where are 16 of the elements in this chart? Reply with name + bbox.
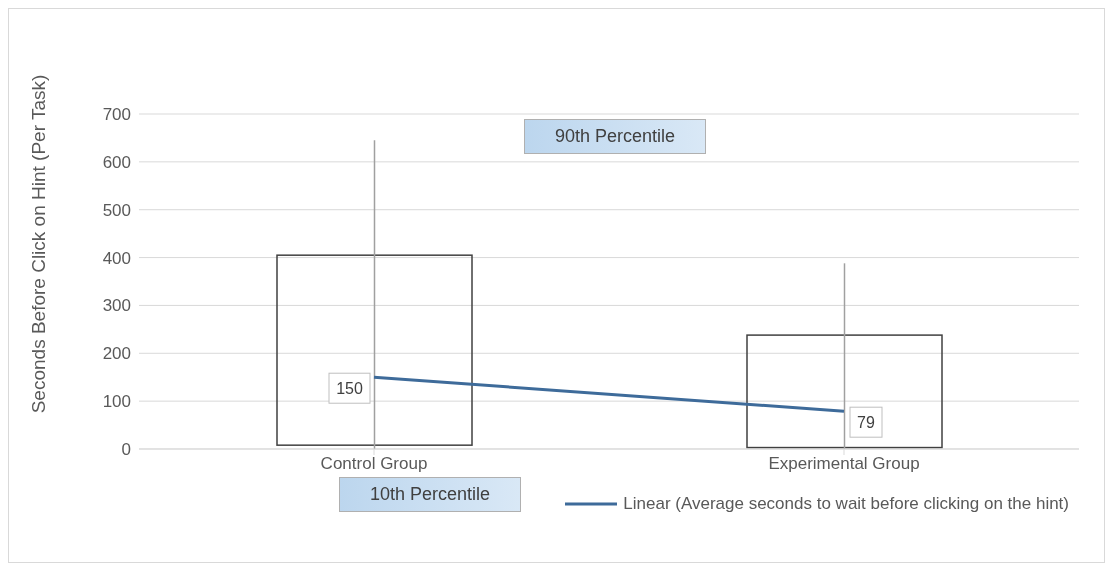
data-label: 150 [336, 380, 363, 398]
y-tick-label: 500 [102, 200, 131, 220]
y-axis-title: Seconds Before Click on Hint (Per Task) [27, 73, 50, 416]
y-tick-label: 100 [102, 392, 131, 412]
callout: 90th Percentile [524, 119, 707, 154]
legend-label: Linear (Average seconds to wait before clicking on the hint) [623, 494, 1069, 514]
y-tick-label: 700 [102, 105, 131, 125]
data-label: 79 [857, 414, 875, 432]
x-tick-label: Control Group [320, 454, 428, 474]
x-tick-label: Experimental Group [768, 454, 920, 474]
callout: 10th Percentile [339, 477, 522, 512]
y-tick-label: 600 [102, 152, 131, 172]
y-tick-label: 200 [102, 344, 131, 364]
y-tick-label: 300 [102, 296, 131, 316]
y-tick-label: 0 [121, 440, 131, 460]
y-tick-label: 400 [102, 248, 131, 268]
